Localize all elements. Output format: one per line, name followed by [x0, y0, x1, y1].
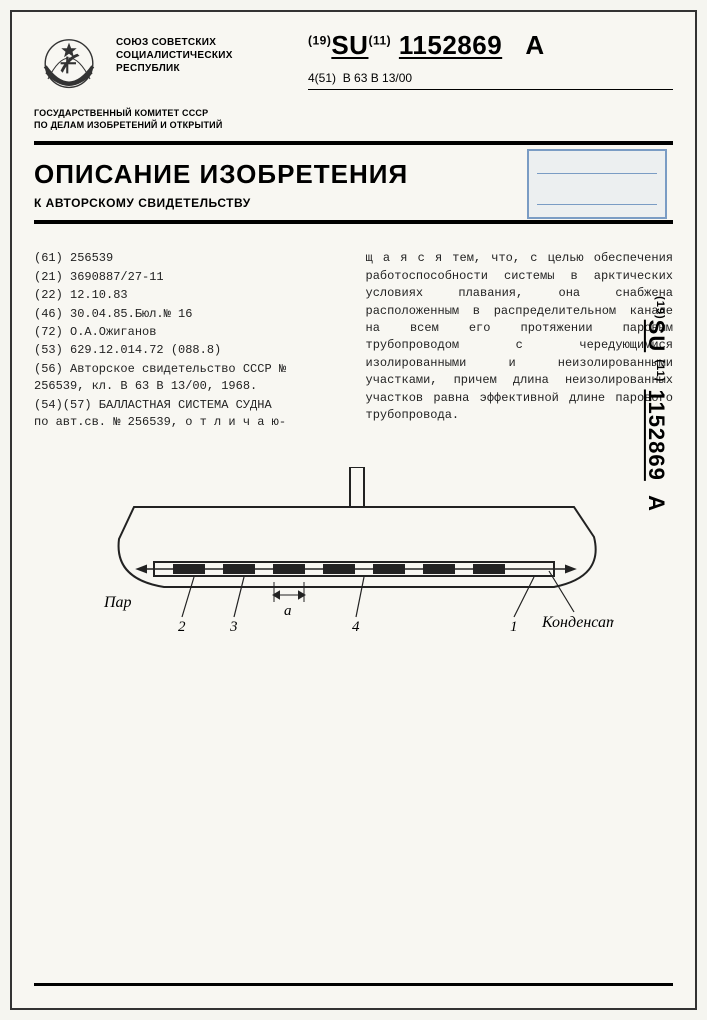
body-columns: (61) 256539 (21) 3690887/27-11 (22) 12.1… — [34, 250, 673, 431]
right-column: щ а я с я тем, что, с целью обеспечения … — [366, 250, 674, 431]
spine-number: 1152869 — [644, 389, 669, 480]
left-column: (61) 256539 (21) 3690887/27-11 (22) 12.1… — [34, 250, 342, 431]
spine-country: SU — [644, 320, 669, 353]
header-row: СОЮЗ СОВЕТСКИХ СОЦИАЛИСТИЧЕСКИХ РЕСПУБЛИ… — [34, 30, 673, 100]
abstract-continuation: щ а я с я тем, что, с целью обеспечения … — [366, 250, 674, 424]
field-46: (46) 30.04.85.Бюл.№ 16 — [34, 306, 342, 323]
patent-page: СОЮЗ СОВЕТСКИХ СОЦИАЛИСТИЧЕСКИХ РЕСПУБЛИ… — [10, 10, 697, 1010]
field-72: (72) О.А.Ожиганов — [34, 324, 342, 341]
ipc-classification: 4(51) B 63 B 13/00 — [308, 71, 673, 90]
publication-number: (19)SU(11) 1152869 A — [308, 30, 673, 61]
field-61: (61) 256539 — [34, 250, 342, 267]
ipc-code: B 63 B 13/00 — [343, 71, 412, 85]
spine-kind: A — [644, 495, 669, 512]
kind-code: A — [525, 30, 544, 60]
ship-diagram-icon: Пар Конденсат 2 3 4 1 a — [94, 467, 614, 657]
pub-number-value: 1152869 — [399, 30, 502, 60]
committee-name: ГОСУДАРСТВЕННЫЙ КОМИТЕТ СССР ПО ДЕЛАМ ИЗ… — [34, 108, 673, 131]
label-condensate: Конденсат — [541, 614, 614, 631]
title-block: ОПИСАНИЕ ИЗОБРЕТЕНИЯ К АВТОРСКОМУ СВИДЕТ… — [34, 141, 673, 224]
field-code-51: 4(51) — [308, 71, 336, 85]
library-stamp-icon — [527, 149, 667, 219]
spine-code-11: (11) — [654, 359, 666, 382]
ref-1: 1 — [510, 619, 518, 635]
dim-a: a — [284, 603, 292, 619]
field-code-19: (19) — [308, 33, 331, 47]
ref-3: 3 — [229, 619, 238, 635]
field-22: (22) 12.10.83 — [34, 287, 342, 304]
ref-4: 4 — [352, 619, 360, 635]
ref-2: 2 — [178, 619, 186, 635]
country-code: SU — [331, 30, 368, 60]
footer-rule — [34, 983, 673, 986]
figure-area: Пар Конденсат 2 3 4 1 a — [34, 467, 673, 657]
publication-block: (19)SU(11) 1152869 A 4(51) B 63 B 13/00 — [268, 30, 673, 90]
spine-publication-number: (19)SU (11) 1152869 A — [643, 296, 669, 512]
field-53: (53) 629.12.014.72 (088.8) — [34, 342, 342, 359]
field-56: (56) Авторское свидетельство СССР № 2565… — [34, 361, 342, 396]
field-code-11: (11) — [368, 33, 391, 47]
field-21: (21) 3690887/27-11 — [34, 269, 342, 286]
label-steam: Пар — [103, 594, 132, 611]
union-name: СОЮЗ СОВЕТСКИХ СОЦИАЛИСТИЧЕСКИХ РЕСПУБЛИ… — [116, 30, 256, 75]
spine-code-19: (19) — [654, 296, 666, 320]
ussr-emblem-icon — [34, 30, 104, 100]
abstract-lead: по авт.св. № 256539, о т л и ч а ю- — [34, 414, 342, 431]
abstract-title: (54)(57) БАЛЛАСТНАЯ СИСТЕМА СУДНА — [34, 397, 342, 414]
